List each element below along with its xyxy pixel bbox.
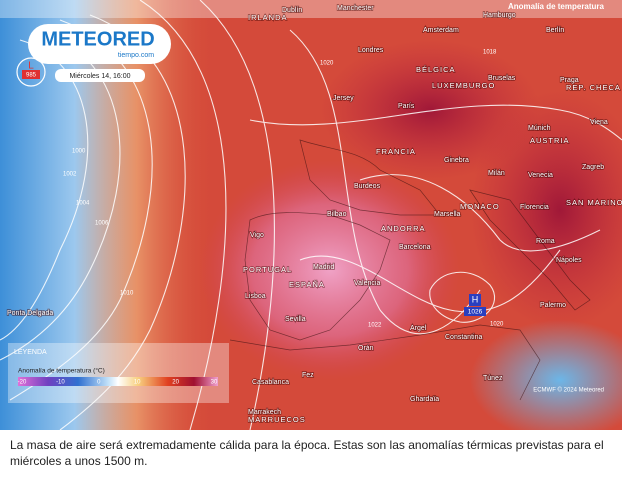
timestamp-background [55,69,145,82]
place-label: Barcelona [399,244,431,251]
country-label: FRANCIA [376,147,416,156]
high-center: H 1026 [464,294,486,316]
colorbar-tick-label: -20 [18,380,27,386]
place-label: Sevilla [285,316,306,323]
place-label: Bruselas [488,75,516,82]
place-label: Zagreb [582,164,604,171]
place-label: Orán [358,345,374,352]
isobar-label: 1002 [63,172,77,178]
place-label: Berlín [546,27,564,34]
country-label: REP. CHECA [566,83,621,92]
place-label: Burdeos [354,183,381,190]
country-label: MARRUECOS [248,415,306,424]
brand-badge: METEORED tiempo.com Miércoles 14, 16:00 [28,24,171,82]
low-center: L 985 [16,57,46,87]
top-band [0,0,622,18]
places: IRLANDA Dublín Manchester Londres Amster… [6,4,622,425]
isobar-label: 1010 [120,291,134,297]
isobar-label: 1000 [72,149,86,155]
place-label: Argel [410,325,427,332]
place-label: Viena [590,119,608,126]
isobar-labels: 1000 1002 1004 1006 1010 1020 1018 1022 … [63,50,504,329]
sea-shade [470,320,622,430]
country-label: PORTUGAL [243,265,292,274]
colorbar-tick-label: 30 [211,380,218,386]
isobar-label: 1020 [490,322,504,328]
place-label: Constantina [445,334,482,341]
legend-subtitle: Anomalía de temperatura (°C) [18,367,105,375]
place-label: Ghardaïa [410,396,439,403]
isobars [0,0,622,430]
country-label: AUSTRIA [530,136,570,145]
low-badge [22,70,40,79]
place-label: Londres [358,47,384,54]
place-label: Marsella [434,211,461,218]
warm-core [320,40,540,180]
place-label: Praga [560,77,579,84]
map-title: Anomalía de temperatura [508,2,605,11]
colorbar-ticks: -20 -10 0 10 20 30 [18,380,218,386]
isobar-label: 1006 [95,221,109,227]
isobar-label: 1022 [368,323,382,329]
country-label: ESPAÑA [289,280,325,289]
isobar-label: 1020 [320,61,334,67]
colorbar-tick-label: 10 [134,380,141,386]
country-label: LUXEMBURGO [432,81,495,90]
brand-background [28,24,171,64]
place-label: Manchester [337,5,374,12]
place-label: Amsterdam [423,27,459,34]
high-badge [469,294,481,306]
country-label: BÉLGICA [416,65,456,74]
place-label: Palermo [540,302,566,309]
place-label: Roma [536,238,555,245]
place-label: Hamburgo [483,12,516,19]
brand: METEORED [41,28,154,50]
place-label: Lisboa [245,293,266,300]
isobar-label: 1004 [76,201,90,207]
place-label: Marrakech [248,409,281,416]
colorbar [18,377,218,386]
timestamp: Miércoles 14, 16:00 [69,73,130,80]
high-symbol: H [472,294,479,304]
country-label: MONACO [460,202,500,211]
colorbar-tick-label: -10 [56,380,65,386]
place-label: Casablanca [252,379,289,386]
colorbar-tick-label: 20 [172,380,179,386]
country-label: SAN MARINO [566,198,622,207]
place-label: Milán [488,170,505,177]
legend-background [8,343,229,403]
place-label: Ginebra [444,157,469,164]
low-ring [16,57,46,87]
place-label: Jersey [333,95,354,102]
place-label: Ponta Delgada [7,310,53,317]
low-symbol: L [28,61,34,72]
place-label: Dublín [282,7,302,14]
place-label: Vigo [250,232,264,239]
coastlines [229,139,591,401]
country-label: ANDORRA [381,224,426,233]
high-badge [464,307,486,316]
low-pressure: 985 [26,73,37,79]
place-label: Nápoles [556,257,582,264]
isobar-label: 1018 [483,50,497,56]
colorbar-tick-label: 0 [97,380,101,386]
caption: La masa de aire será extremadamente cáli… [10,438,604,468]
place-label: París [398,103,415,110]
brand-sub: tiempo.com [118,52,154,59]
place-label: Túnez [483,375,503,382]
country-label: IRLANDA [248,13,288,22]
credit: ECMWF © 2024 Meteored [533,387,604,394]
place-label: Múnich [528,125,551,132]
high-pressure: 1026 [468,309,483,316]
place-label: Bilbao [327,211,347,218]
place-label: Fez [302,372,314,379]
weather-map: Anomalía de temperatura METEORED tiempo.… [0,0,622,430]
legend-title: LEYENDA [14,349,47,356]
place-label: Valencia [354,280,380,287]
legend: LEYENDA Anomalía de temperatura (°C) -20… [8,343,229,403]
place-label: Madrid [313,264,335,271]
place-label: Florencia [520,204,549,211]
place-label: Venecia [528,172,553,179]
